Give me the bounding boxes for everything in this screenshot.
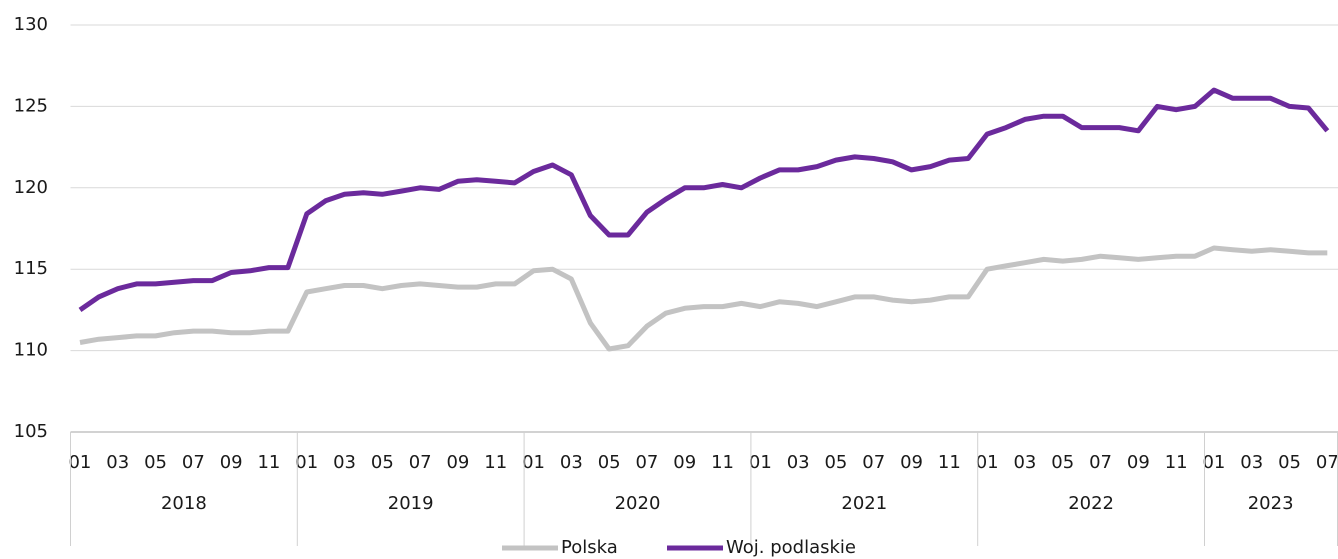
- y-tick-label: 115: [14, 258, 48, 279]
- legend-label: Woj. podlaskie: [726, 537, 856, 558]
- x-tick-label: 01: [522, 452, 545, 473]
- x-tick-label: 05: [598, 452, 621, 473]
- x-tick-label: 11: [711, 452, 734, 473]
- x-tick-label: 07: [862, 452, 885, 473]
- x-tick-label: 05: [1278, 452, 1301, 473]
- year-label: 2020: [615, 493, 661, 514]
- x-tick-label: 11: [1165, 452, 1188, 473]
- y-tick-label: 130: [14, 14, 48, 35]
- y-tick-label: 110: [14, 340, 48, 361]
- year-label: 2019: [388, 493, 434, 514]
- x-tick-label: 09: [673, 452, 696, 473]
- year-label: 2018: [161, 493, 207, 514]
- x-tick-label: 03: [106, 452, 129, 473]
- x-tick-label: 05: [1051, 452, 1074, 473]
- y-tick-label: 105: [14, 421, 48, 442]
- x-tick-label: 01: [295, 452, 318, 473]
- x-tick-label: 01: [976, 452, 999, 473]
- series-line: [79, 245, 1328, 352]
- x-tick-label: 01: [68, 452, 91, 473]
- x-tick-label: 11: [938, 452, 961, 473]
- x-tick-label: 05: [824, 452, 847, 473]
- x-tick-label: 05: [371, 452, 394, 473]
- x-tick-label: 07: [1089, 452, 1112, 473]
- x-tick-label: 07: [635, 452, 658, 473]
- x-tick-label: 03: [333, 452, 356, 473]
- y-tick-label: 120: [14, 177, 48, 198]
- x-tick-label: 11: [257, 452, 280, 473]
- year-label: 2023: [1248, 493, 1294, 514]
- x-tick-label: 03: [787, 452, 810, 473]
- x-tick-label: 09: [446, 452, 469, 473]
- x-tick-label: 07: [1316, 452, 1338, 473]
- x-tick-label: 07: [182, 452, 205, 473]
- x-tick-label: 01: [749, 452, 772, 473]
- x-tick-label: 05: [144, 452, 167, 473]
- series-line: [78, 87, 1330, 312]
- x-tick-label: 03: [1240, 452, 1263, 473]
- x-tick-label: 03: [1013, 452, 1036, 473]
- x-tick-label: 07: [409, 452, 432, 473]
- x-tick-label: 09: [900, 452, 923, 473]
- x-tick-label: 09: [220, 452, 243, 473]
- x-tick-label: 03: [560, 452, 583, 473]
- x-tick-label: 09: [1127, 452, 1150, 473]
- x-tick-label: 01: [1202, 452, 1225, 473]
- x-tick-label: 11: [484, 452, 507, 473]
- year-label: 2021: [841, 493, 887, 514]
- y-tick-label: 125: [14, 95, 48, 116]
- legend-label: Polska: [561, 537, 618, 558]
- year-label: 2022: [1068, 493, 1114, 514]
